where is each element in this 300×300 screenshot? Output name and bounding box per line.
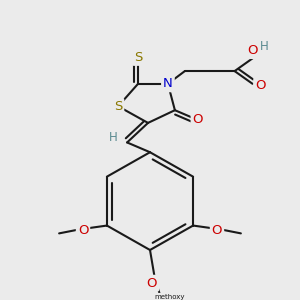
Text: S: S [134,51,142,64]
Text: S: S [114,100,122,113]
Text: O: O [78,224,88,237]
Text: methoxy: methoxy [155,294,185,300]
Text: O: O [212,224,222,237]
Text: O: O [147,277,157,290]
Text: H: H [109,131,118,144]
Text: O: O [255,79,266,92]
Text: H: H [260,40,269,53]
Text: O: O [193,113,203,127]
Text: O: O [247,44,258,57]
Text: N: N [163,77,173,90]
